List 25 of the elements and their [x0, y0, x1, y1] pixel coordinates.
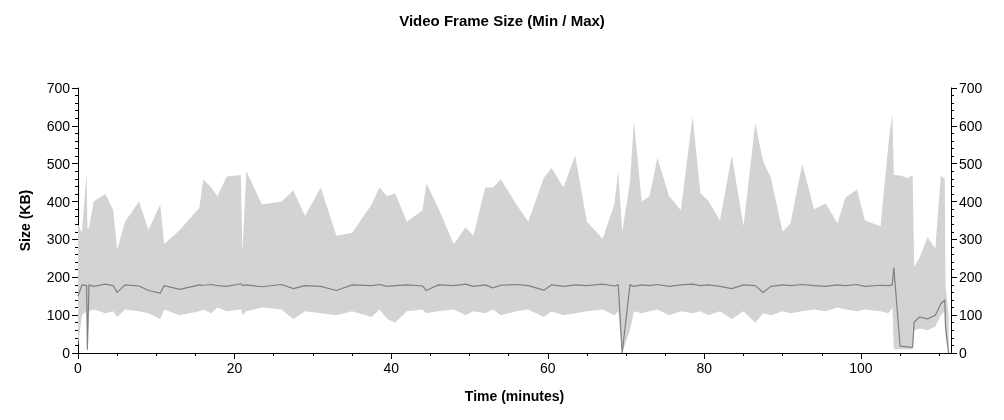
y-tick-label: 400 — [46, 193, 71, 210]
chart-title: Video Frame Size (Min / Max) — [399, 12, 605, 29]
y2-tick-label: 700 — [959, 80, 983, 96]
y2-tick-label: 400 — [959, 193, 983, 210]
y2-tick-label: 600 — [959, 117, 983, 134]
x-tick-label: 40 — [383, 360, 400, 376]
y2-tick-label: 200 — [959, 269, 983, 286]
y-tick-label: 500 — [46, 155, 71, 172]
x-tick-label: 60 — [539, 360, 556, 376]
x-tick-label: 0 — [74, 360, 83, 376]
y2-tick-label: 0 — [959, 345, 967, 361]
y2-tick-label: 100 — [959, 307, 983, 324]
y-axis-title: Size (KB) — [17, 189, 33, 252]
y2-tick-label: 300 — [959, 231, 983, 248]
y-tick-label: 200 — [46, 269, 71, 286]
y-tick-label: 600 — [46, 117, 71, 134]
y-tick-label: 100 — [46, 307, 71, 324]
x-tick-label: 20 — [226, 360, 243, 376]
y-tick-label: 300 — [46, 231, 71, 248]
y-tick-label: 700 — [46, 80, 71, 96]
x-tick-label: 80 — [696, 360, 713, 376]
x-tick-label: 100 — [849, 360, 873, 376]
x-axis-title: Time (minutes) — [464, 388, 565, 404]
y2-tick-label: 500 — [959, 155, 983, 172]
y-tick-label: 0 — [62, 345, 71, 361]
